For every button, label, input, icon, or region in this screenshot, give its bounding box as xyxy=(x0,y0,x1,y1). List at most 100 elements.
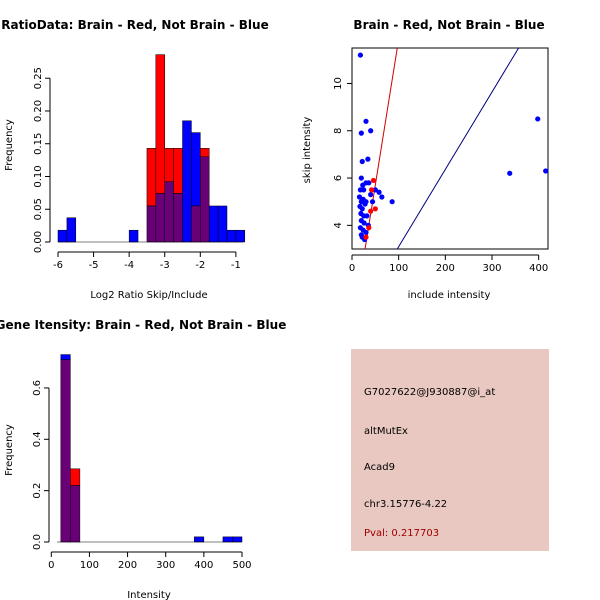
ratio-chart-title: RatioData: Brain - Red, Not Brain - Blue xyxy=(1,18,268,32)
not-brain-point xyxy=(361,220,367,226)
not-brain-point xyxy=(356,194,363,200)
scatter-x-tick-label: 300 xyxy=(482,263,501,274)
y-tick-label-ratio: 0.10 xyxy=(33,165,44,187)
scatter-axes: 0 100 200 300 400 4 6 8 10 xyxy=(333,77,548,274)
not-brain-bar-gene xyxy=(222,536,233,543)
x-tick-label-ratio: -4 xyxy=(124,260,134,271)
not-brain-point xyxy=(359,206,365,212)
gene-bars xyxy=(57,354,243,543)
gene-axes: 0 100 200 300 400 500 0.0 0.2 0.4 0.6 xyxy=(32,380,252,571)
overlap-bar-gene xyxy=(70,485,81,543)
scatter-y-tick-label: 4 xyxy=(333,222,344,228)
not-brain-bar-ratio xyxy=(217,205,228,243)
brain-fit-line xyxy=(364,47,398,250)
not-brain-bar-gene xyxy=(60,354,71,360)
not-brain-point xyxy=(362,201,368,207)
x-tick-label-ratio: -6 xyxy=(53,260,63,271)
not-brain-point xyxy=(368,192,374,198)
overlap-bar-ratio xyxy=(146,205,157,243)
x-tick-label-ratio: -3 xyxy=(160,260,170,271)
y-tick-label-ratio: 0.00 xyxy=(33,231,44,253)
x-tick-label-gene: 300 xyxy=(156,560,175,571)
info-box-background xyxy=(351,349,549,551)
brain-bar-ratio xyxy=(146,148,157,207)
y-tick-label-ratio: 0.05 xyxy=(33,198,44,220)
gene-y-axis-label: Frequency xyxy=(4,424,15,476)
not-brain-point xyxy=(361,187,367,193)
brain-point xyxy=(366,225,372,231)
not-brain-point xyxy=(359,158,365,165)
location-text: chr3.15776-4.22 xyxy=(364,499,447,510)
ratio-axes: -6 -5 -4 -3 -2 -1 0.00 0.05 0.10 0.15 0.20 0.25 xyxy=(33,67,241,271)
y-tick-label-ratio: 0.25 xyxy=(33,67,44,89)
gene-chart-title: Gene Itensity: Brain - Red, Not Brain - … xyxy=(0,318,286,332)
brain-bar-ratio xyxy=(200,148,210,158)
scatter-panel: Brain - Red, Not Brain - Blue include in… xyxy=(302,18,549,301)
brain-point xyxy=(370,177,377,184)
not-brain-point xyxy=(543,168,549,174)
scatter-points xyxy=(356,52,549,243)
not-brain-bar-ratio xyxy=(191,132,201,207)
x-tick-label-gene: 200 xyxy=(118,560,137,571)
not-brain-point xyxy=(368,128,374,134)
not-brain-point xyxy=(369,199,376,205)
not-brain-point xyxy=(507,170,513,176)
overlap-bar-ratio xyxy=(164,181,174,243)
gene-x-axis-label: Intensity xyxy=(127,590,171,600)
x-tick-label-gene: 100 xyxy=(80,560,99,571)
not-brain-bar-ratio xyxy=(128,229,139,243)
not-brain-point xyxy=(372,187,378,193)
overlap-bar-gene xyxy=(60,359,71,543)
scatter-y-axis-label: skip intensity xyxy=(302,117,313,184)
scatter-x-tick-label: 200 xyxy=(436,263,455,274)
not-brain-point xyxy=(364,213,370,219)
ratio-y-axis-label: Frequency xyxy=(4,119,15,171)
ratio-x-axis-label: Log2 Ratio Skip/Include xyxy=(90,290,207,301)
brain-point xyxy=(368,208,374,214)
scatter-x-tick-label: 400 xyxy=(529,263,548,274)
scatter-y-tick-label: 10 xyxy=(333,77,344,90)
scatter-plot-frame xyxy=(351,47,549,250)
brain-point xyxy=(372,206,378,212)
y-tick-label-ratio: 0.15 xyxy=(33,133,44,155)
not-brain-point xyxy=(379,194,385,200)
not-brain-point xyxy=(389,199,395,205)
gene-name-text: Acad9 xyxy=(364,462,395,473)
scatter-x-axis-label: include intensity xyxy=(408,290,491,301)
overlap-bar-ratio xyxy=(155,193,165,243)
y-tick-label-gene: 0.0 xyxy=(32,534,43,550)
y-tick-label-gene: 0.4 xyxy=(32,431,43,447)
not-brain-bar-gene xyxy=(232,536,243,543)
not-brain-bar-ratio xyxy=(66,217,77,243)
info-panel: G7027622@J930887@i_at altMutEx Acad9 chr… xyxy=(351,349,549,551)
pval-text: Pval: 0.217703 xyxy=(364,528,439,539)
x-tick-label-ratio: -5 xyxy=(89,260,99,271)
not-brain-point xyxy=(366,180,372,186)
not-brain-fit-line xyxy=(396,47,520,250)
overlap-bar-ratio xyxy=(200,156,210,243)
not-brain-point xyxy=(357,52,363,58)
scatter-y-tick-label: 6 xyxy=(333,175,344,181)
overlap-bar-ratio xyxy=(191,205,201,243)
not-brain-bar-ratio xyxy=(208,205,219,243)
y-tick-label-gene: 0.2 xyxy=(32,483,43,499)
brain-point xyxy=(363,234,369,240)
scatter-x-tick-label: 100 xyxy=(389,263,408,274)
brain-point xyxy=(369,187,375,193)
brain-bar-ratio xyxy=(155,54,165,194)
event-type-text: altMutEx xyxy=(364,426,408,437)
x-tick-label-gene: 0 xyxy=(48,560,54,571)
ratio-histogram-panel: RatioData: Brain - Red, Not Brain - Blue… xyxy=(1,18,268,301)
x-tick-label-gene: 400 xyxy=(194,560,213,571)
brain-bar-ratio xyxy=(164,148,174,182)
not-brain-bar-ratio xyxy=(235,229,246,243)
not-brain-bar-ratio xyxy=(182,120,192,243)
scatter-y-tick-label: 8 xyxy=(333,128,344,134)
overlap-bar-ratio xyxy=(173,193,183,243)
not-brain-point xyxy=(376,189,382,195)
y-tick-label-ratio: 0.20 xyxy=(33,100,44,122)
brain-bar-gene xyxy=(70,468,81,486)
not-brain-bar-gene xyxy=(194,536,205,543)
not-brain-point xyxy=(535,116,541,122)
